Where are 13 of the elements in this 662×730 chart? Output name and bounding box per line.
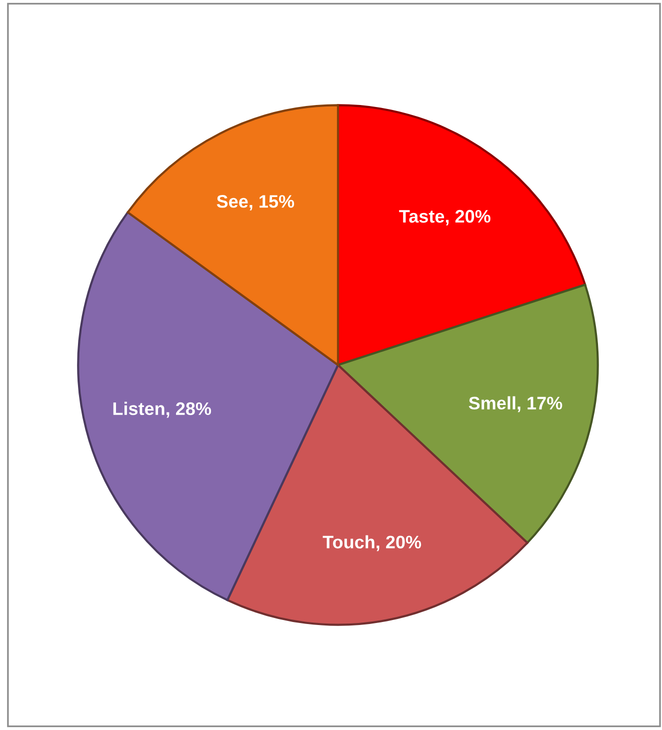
data-label: , 20% <box>376 536 422 552</box>
data-label: , 20% <box>446 210 490 226</box>
data-label: , 15% <box>250 195 294 210</box>
pie-slice <box>226 364 528 626</box>
slice-label: Touch <box>322 535 374 548</box>
data-label: , 28% <box>166 402 212 418</box>
data-label: , 17% <box>518 396 562 412</box>
slice-label: See <box>216 195 248 208</box>
pie-slice <box>336 104 586 366</box>
slice-label: Listen <box>113 402 164 416</box>
slice-label: Taste <box>399 210 444 223</box>
pie-slice <box>126 104 340 366</box>
slice-label: Smell <box>468 396 516 410</box>
